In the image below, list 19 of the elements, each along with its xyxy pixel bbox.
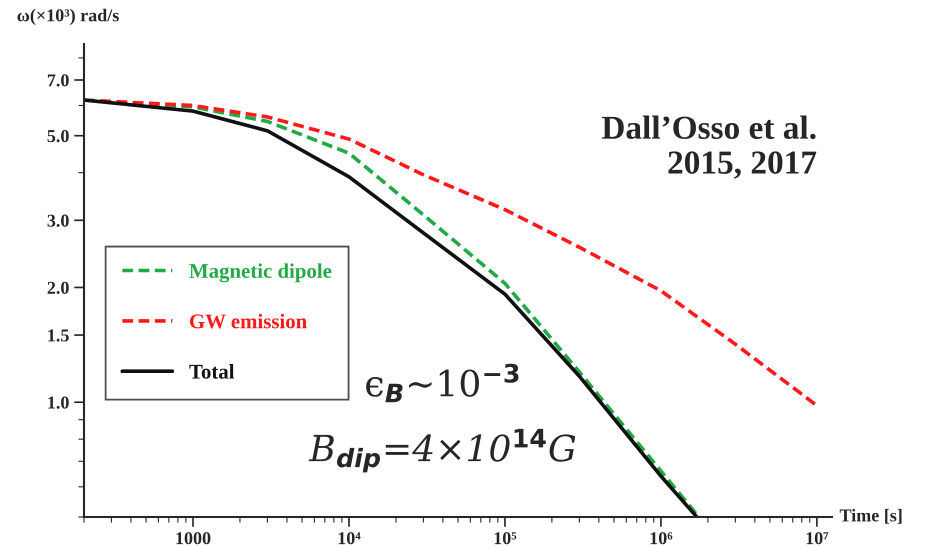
annotation: ϵ$_{B}$∼10$^{−3}$ [366, 364, 518, 402]
legend-label: GW emission [190, 314, 307, 329]
annotation: Dall’Osso et al. 2015, 2017 [602, 116, 816, 179]
legend-label: Total [189, 364, 234, 379]
y-tick-label: 1.5 [48, 329, 69, 342]
legend-label: Magnetic dipole [189, 263, 332, 282]
y-axis-title: ω(×10³) rad/s [17, 8, 119, 26]
x-tick-label: 10⁷ [806, 532, 828, 544]
x-tick-label: 10⁴ [338, 532, 361, 544]
annotation: B$_{dip}$=4×10$^{14}$G [308, 428, 576, 472]
x-axis-title: Time [s] [840, 508, 902, 524]
x-tick-label: 10⁵ [494, 532, 516, 544]
y-tick-label: 5.0 [48, 130, 69, 142]
y-tick-label: 1.0 [48, 396, 69, 409]
x-tick-label: 10⁶ [650, 532, 672, 544]
x-tick-label: 1000 [176, 532, 210, 544]
y-tick-label: 7.0 [48, 74, 69, 87]
y-tick-label: 3.0 [48, 214, 69, 227]
y-tick-label: 2.0 [48, 282, 69, 294]
